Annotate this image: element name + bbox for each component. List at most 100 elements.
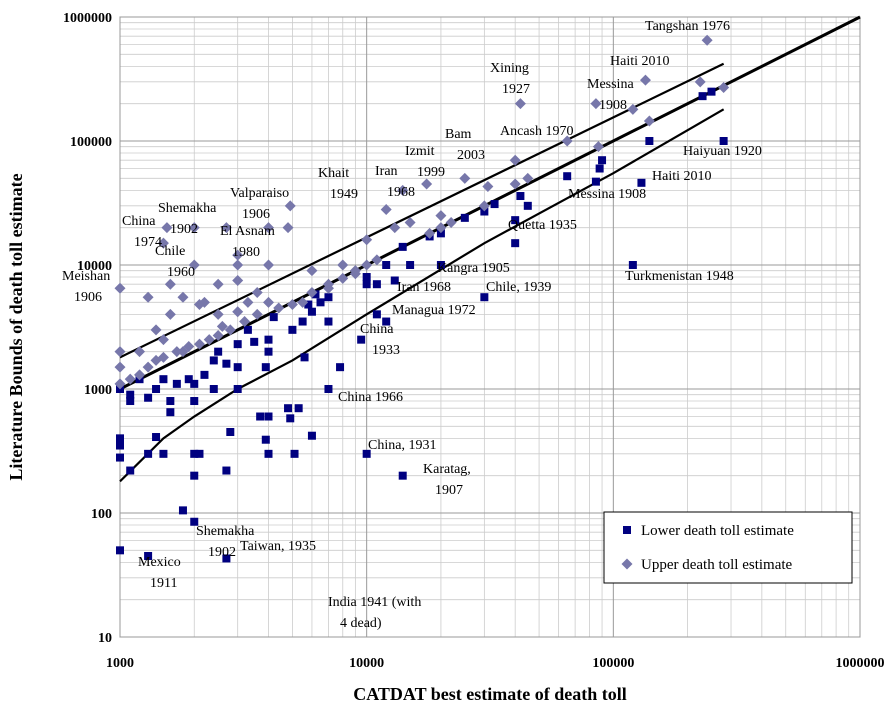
point: [190, 517, 199, 526]
annotation: Valparaiso: [230, 186, 289, 201]
point: [114, 378, 126, 390]
point: [177, 346, 189, 358]
y-tick-label: 10000: [77, 259, 112, 274]
point: [478, 200, 490, 212]
point: [232, 249, 244, 261]
point: [224, 324, 236, 336]
point: [126, 397, 135, 406]
annotation: India 1941 (with: [328, 595, 421, 610]
point: [324, 293, 333, 302]
point: [124, 373, 136, 385]
point: [304, 300, 313, 309]
point: [264, 412, 273, 421]
annotation: Haiti 2010: [610, 54, 670, 69]
point: [203, 334, 215, 346]
point: [362, 273, 371, 282]
point: [371, 254, 383, 266]
point: [177, 291, 189, 303]
point: [316, 298, 325, 307]
annotation: 1980: [232, 245, 260, 260]
point: [264, 335, 273, 344]
point: [171, 346, 183, 358]
annotation: China, 1931: [368, 438, 436, 453]
annotation: 1902: [170, 222, 198, 237]
annotation: Izmit: [405, 144, 435, 159]
point: [261, 435, 270, 444]
point: [222, 466, 231, 475]
annotation: China: [360, 322, 394, 337]
y-tick-label: 1000000: [63, 11, 112, 26]
point: [306, 265, 318, 277]
annotation: Kangra 1905: [437, 261, 510, 276]
point: [166, 408, 175, 417]
point: [637, 178, 646, 187]
point: [269, 313, 278, 322]
fit-lines: [119, 15, 861, 483]
point: [362, 449, 371, 458]
point: [288, 325, 297, 334]
point: [286, 299, 298, 311]
annotation: Haiti 2010: [652, 169, 712, 184]
annotation: Chile, 1939: [486, 280, 551, 295]
series: [114, 34, 730, 390]
point: [645, 137, 654, 145]
annotation: Mexico: [138, 555, 181, 570]
point: [166, 397, 175, 406]
point: [264, 347, 273, 356]
points: [114, 34, 730, 563]
point: [522, 172, 534, 184]
point: [523, 201, 532, 210]
point: [701, 34, 713, 46]
point: [209, 356, 218, 365]
point: [222, 554, 231, 563]
point: [212, 308, 224, 320]
point: [718, 82, 730, 94]
point: [324, 317, 333, 326]
point: [200, 370, 209, 379]
point: [307, 431, 316, 440]
x-axis-title: CATDAT best estimate of death toll: [353, 684, 626, 704]
point: [380, 204, 392, 216]
point: [233, 363, 242, 372]
point: [144, 393, 153, 402]
point: [514, 98, 526, 110]
annotation: 1999: [417, 165, 445, 180]
annotation: 2003: [457, 148, 485, 163]
point: [382, 317, 391, 326]
point: [114, 361, 126, 373]
point: [349, 265, 361, 277]
point: [198, 296, 210, 308]
point: [372, 310, 381, 319]
point: [172, 379, 181, 388]
point: [212, 278, 224, 290]
point: [643, 115, 655, 127]
point: [337, 259, 349, 271]
point: [222, 359, 231, 368]
y-tick-label: 100000: [70, 135, 112, 150]
point: [251, 287, 263, 299]
point: [142, 291, 154, 303]
point: [424, 227, 436, 239]
point: [639, 74, 651, 86]
labels: 1000 10000 100000 1000000 10 100 1000 10000 1000…: [62, 11, 885, 671]
annotation: 1968: [387, 185, 415, 200]
point: [164, 308, 176, 320]
annotation: Quetta 1935: [508, 218, 577, 233]
legend-marker: [621, 558, 633, 570]
point: [195, 449, 204, 458]
point: [595, 164, 604, 173]
point: [256, 412, 265, 421]
annotation: Shemakha: [158, 201, 217, 216]
annotation: Meishan: [62, 269, 110, 284]
point: [561, 135, 573, 147]
point: [142, 361, 154, 373]
annotation: 1927: [502, 82, 530, 97]
point: [445, 217, 457, 229]
annotation: 1911: [150, 576, 177, 591]
point: [290, 449, 299, 458]
point: [190, 397, 199, 406]
point: [126, 390, 135, 399]
point: [193, 338, 205, 350]
x-tick-label: 100000: [592, 656, 634, 671]
point: [161, 222, 173, 234]
